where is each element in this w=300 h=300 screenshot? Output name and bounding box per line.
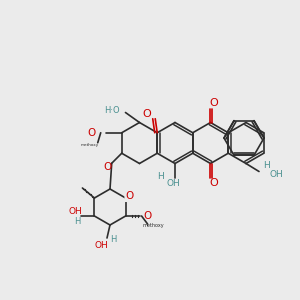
Text: OH: OH bbox=[269, 170, 283, 179]
Text: H·O: H·O bbox=[104, 106, 119, 115]
Text: methoxy: methoxy bbox=[81, 143, 99, 147]
Text: O: O bbox=[143, 109, 152, 119]
Text: H: H bbox=[158, 172, 164, 181]
Text: H: H bbox=[74, 218, 81, 226]
Text: O: O bbox=[209, 178, 218, 188]
Text: OH: OH bbox=[68, 206, 82, 215]
Text: O: O bbox=[144, 211, 152, 221]
Text: OH: OH bbox=[166, 179, 180, 188]
Text: methoxy: methoxy bbox=[143, 223, 164, 228]
Text: H: H bbox=[110, 236, 116, 244]
Text: OH: OH bbox=[94, 241, 108, 250]
Text: O: O bbox=[209, 98, 218, 109]
Text: O: O bbox=[88, 128, 96, 138]
Text: O: O bbox=[125, 191, 134, 201]
Text: H: H bbox=[264, 161, 270, 170]
Text: O: O bbox=[103, 162, 112, 172]
